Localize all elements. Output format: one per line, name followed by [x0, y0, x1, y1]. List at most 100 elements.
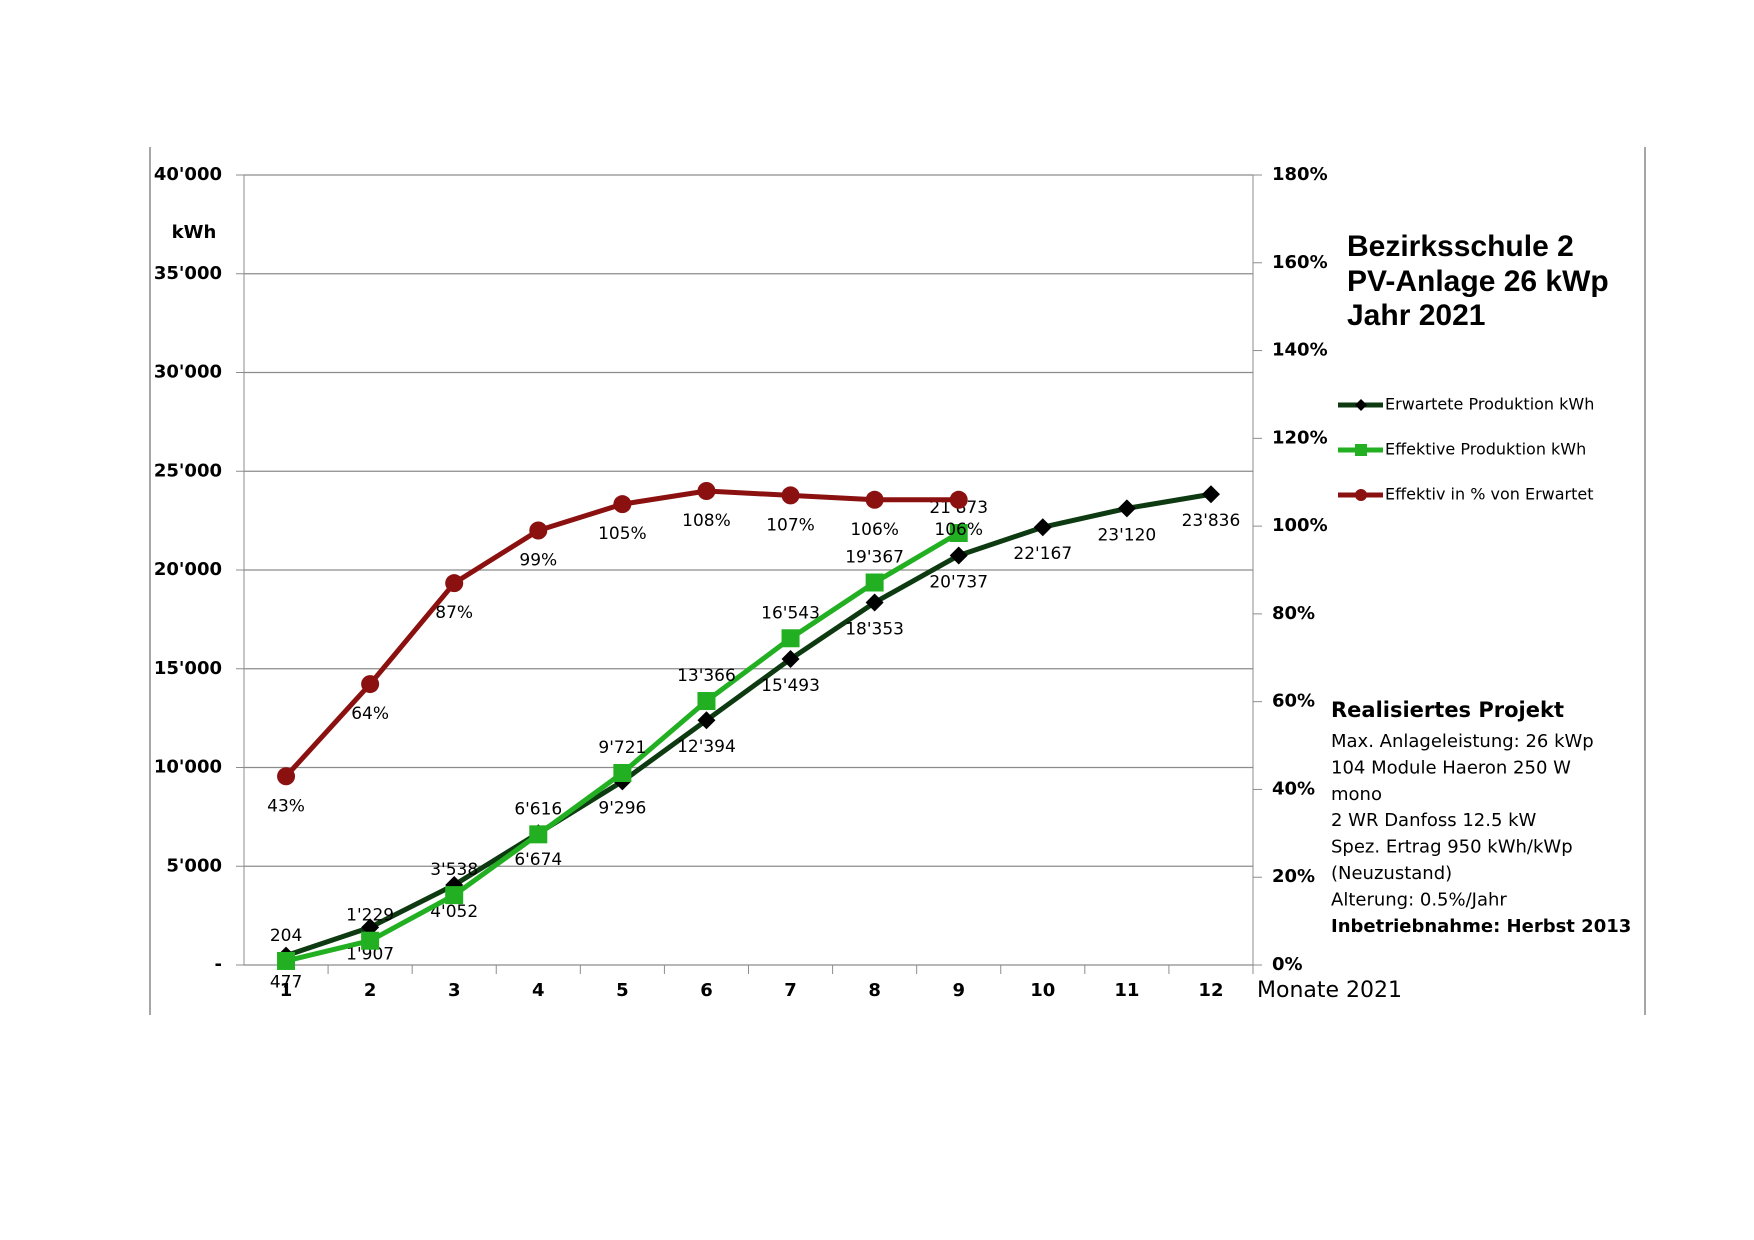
marker	[949, 546, 968, 565]
y2-tick-label: 80%	[1272, 603, 1315, 624]
marker	[781, 650, 800, 669]
info-line: Spez. Ertrag 950 kWh/kWp	[1331, 837, 1573, 858]
marker	[529, 521, 548, 540]
chart-title: Bezirksschule 2	[1347, 230, 1574, 263]
info-line: mono	[1331, 784, 1382, 805]
data-label: 16'543	[761, 603, 820, 623]
y2-tick-label: 20%	[1272, 866, 1315, 887]
marker	[613, 764, 632, 783]
marker	[277, 951, 296, 970]
x-tick-label: 5	[616, 980, 629, 1001]
legend-marker	[1355, 489, 1367, 501]
data-label: 18'353	[845, 620, 904, 640]
x-tick-label: 4	[532, 980, 545, 1001]
x-tick-label: 10	[1030, 980, 1055, 1001]
y-tick-label: 5'000	[166, 855, 222, 876]
legend-label: Effektiv in % von Erwartet	[1385, 485, 1594, 504]
x-tick-label: 1	[280, 980, 293, 1001]
info-line: 2 WR Danfoss 12.5 kW	[1331, 810, 1537, 831]
data-label: 106%	[850, 520, 899, 540]
data-label: 22'167	[1013, 544, 1072, 564]
legend-label: Effektive Produktion kWh	[1385, 440, 1586, 459]
data-label: 64%	[351, 704, 389, 724]
info-line: (Neuzustand)	[1331, 863, 1452, 884]
info-footer: Inbetriebnahme: Herbst 2013	[1331, 916, 1631, 937]
y-tick-label: 15'000	[154, 658, 222, 679]
chart-title: PV-Anlage 26 kWp	[1347, 265, 1609, 298]
y-tick-label: 25'000	[154, 460, 222, 481]
data-label: 99%	[519, 551, 557, 571]
marker	[781, 629, 800, 648]
data-label: 19'367	[845, 548, 904, 568]
data-label: 9'721	[598, 738, 646, 758]
marker	[1117, 499, 1136, 518]
marker	[529, 825, 548, 844]
marker	[613, 495, 632, 514]
x-tick-label: 12	[1198, 980, 1223, 1001]
y2-tick-label: 40%	[1272, 778, 1315, 799]
data-label: 87%	[435, 603, 473, 623]
data-label: 23'120	[1097, 525, 1156, 545]
data-label: 106%	[934, 520, 983, 540]
data-label: 204	[270, 926, 302, 946]
data-label: 477	[270, 973, 302, 993]
info-heading: Realisiertes Projekt	[1331, 698, 1564, 722]
y2-tick-label: 120%	[1272, 427, 1328, 448]
marker	[1033, 518, 1052, 537]
data-label: 6'616	[514, 799, 562, 819]
marker	[445, 886, 464, 905]
data-label: 108%	[682, 511, 731, 531]
marker	[949, 490, 968, 509]
marker	[445, 574, 464, 593]
y-axis-label: kWh	[172, 222, 217, 243]
marker	[361, 675, 380, 694]
y2-tick-label: 100%	[1272, 515, 1328, 536]
data-label: 105%	[598, 524, 647, 544]
data-label: 107%	[766, 515, 815, 535]
y2-tick-label: 160%	[1272, 252, 1328, 273]
x-tick-label: 11	[1114, 980, 1139, 1001]
info-line: 104 Module Haeron 250 W	[1331, 757, 1571, 778]
x-tick-label: 6	[700, 980, 713, 1001]
marker	[697, 482, 716, 500]
data-label: 13'366	[677, 666, 736, 686]
legend-label: Erwartete Produktion kWh	[1385, 395, 1594, 414]
x-tick-label: 3	[448, 980, 461, 1001]
x-tick-label: 7	[784, 980, 797, 1001]
y-tick-label: 10'000	[154, 757, 222, 778]
y2-tick-label: 140%	[1272, 340, 1328, 361]
marker	[865, 593, 884, 612]
marker	[361, 931, 380, 950]
legend-marker	[1355, 444, 1367, 456]
data-label: 1'907	[346, 944, 394, 964]
data-label: 4'052	[430, 902, 478, 922]
y-tick-label: -	[215, 954, 222, 975]
data-label: 23'836	[1182, 511, 1241, 531]
legend-marker	[1355, 399, 1367, 411]
x-tick-label: 2	[364, 980, 377, 1001]
y-tick-label: 30'000	[154, 362, 222, 383]
x-tick-label: 9	[952, 980, 965, 1001]
data-label: 6'674	[514, 850, 562, 870]
data-label: 3'538	[430, 860, 478, 880]
chart-title: Jahr 2021	[1347, 299, 1485, 332]
y2-tick-label: 60%	[1272, 691, 1315, 712]
data-label: 9'296	[598, 798, 646, 818]
data-label: 15'493	[761, 676, 820, 696]
marker	[697, 692, 716, 711]
marker	[781, 486, 800, 505]
marker	[1201, 485, 1220, 504]
y2-tick-label: 180%	[1272, 164, 1328, 185]
series-line	[285, 491, 1212, 958]
data-label: 12'394	[677, 737, 736, 757]
data-label: 20'737	[929, 572, 988, 592]
info-line: Alterung: 0.5%/Jahr	[1331, 889, 1507, 910]
data-label: 1'229	[346, 906, 394, 926]
marker	[949, 524, 968, 543]
x-axis-label: Monate 2021	[1257, 978, 1402, 1003]
x-tick-label: 8	[868, 980, 881, 1001]
marker	[697, 711, 716, 730]
y-tick-label: 40'000	[154, 164, 222, 185]
